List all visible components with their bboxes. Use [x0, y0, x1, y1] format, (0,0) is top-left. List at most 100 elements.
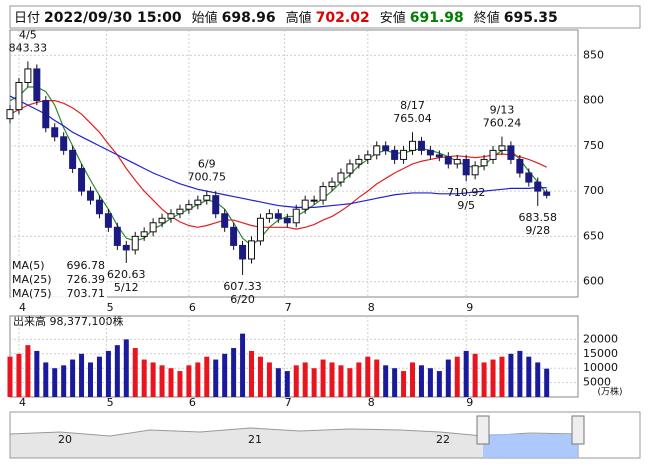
annotation-date: 9/28: [525, 224, 550, 237]
x-tick-label: 8: [368, 396, 375, 409]
candle-body: [6, 109, 14, 120]
volume-bar: [392, 368, 398, 397]
candle-body: [417, 140, 425, 151]
volume-bar: [96, 356, 102, 397]
annotation-value: 765.04: [393, 112, 432, 125]
candle-body: [426, 149, 434, 156]
candle-body: [42, 100, 50, 129]
volume-bar: [61, 365, 67, 397]
y-tick-label: 20000: [583, 332, 618, 345]
navigator-handle-right[interactable]: [571, 415, 585, 445]
candle-body: [212, 195, 220, 215]
volume-bar: [43, 362, 49, 397]
candle-body: [203, 195, 211, 201]
volume-bar: [436, 371, 442, 397]
volume-bar: [320, 359, 326, 397]
volume-bar: [240, 333, 246, 397]
candle-body: [78, 167, 86, 192]
navigator-label: 20: [58, 433, 72, 446]
volume-bar: [383, 365, 389, 397]
candle-body: [33, 68, 41, 102]
candle-body: [355, 158, 363, 165]
header-label: 高値: [286, 10, 312, 26]
y-tick-label: 10000: [583, 361, 618, 374]
legend-box: [11, 258, 107, 302]
volume-bar: [311, 368, 317, 397]
navigator-handle-left[interactable]: [476, 415, 490, 445]
header-label: 終値: [474, 10, 500, 26]
navigator-window[interactable]: [483, 434, 578, 458]
candle-body: [292, 208, 300, 224]
candle-body: [69, 149, 77, 169]
candle-body: [435, 154, 443, 158]
candle-body: [453, 158, 461, 165]
volume-bar: [302, 362, 308, 397]
candle-body: [373, 145, 381, 156]
volume-bar: [401, 371, 407, 397]
header-label: 始値: [192, 10, 218, 26]
annotation-value: 683.58: [518, 211, 557, 224]
volume-bar: [25, 345, 31, 397]
candle-body: [265, 213, 273, 219]
volume-bar: [88, 362, 94, 397]
x-tick-label: 9: [466, 396, 473, 409]
candle-body: [122, 244, 130, 251]
candle-body: [337, 172, 345, 183]
volume-bar: [284, 371, 290, 397]
candle-body: [543, 191, 551, 196]
annotation-date: 8/17: [400, 99, 425, 112]
candle-body: [444, 156, 452, 165]
annotation-value: 760.24: [483, 117, 522, 130]
annotation-value: 700.75: [188, 170, 227, 183]
volume-bar: [141, 359, 147, 397]
volume-bar: [374, 359, 380, 397]
x-tick-label: 6: [189, 396, 196, 409]
candle-body: [248, 240, 256, 260]
candle-body: [507, 145, 515, 160]
legend-value: 703.71: [67, 287, 106, 300]
annotation-value: 843.33: [9, 41, 48, 54]
volume-bar: [34, 350, 40, 397]
candle-body: [400, 149, 408, 160]
volume-bar: [168, 368, 174, 397]
volume-bar: [16, 353, 22, 397]
annotation-date: 4/5: [19, 28, 37, 41]
ma-line: [9, 95, 547, 208]
header-value: 698.96: [222, 10, 276, 26]
volume-bar: [231, 348, 237, 397]
annotation-value: 620.63: [107, 268, 146, 281]
candle-body: [274, 213, 282, 219]
y-tick-label: 15000: [583, 347, 618, 360]
annotation-value: 710.92: [447, 186, 486, 199]
candle-body: [221, 213, 229, 228]
volume-title: 出来高 98,377,100株: [13, 314, 123, 328]
volume-bar: [275, 368, 281, 397]
volume-bar: [526, 356, 532, 397]
volume-bar: [177, 371, 183, 397]
volume-bar: [410, 362, 416, 397]
x-tick-label: 6: [189, 301, 196, 314]
candle-body: [534, 181, 542, 192]
candle-body: [113, 226, 121, 246]
legend-name: MA(5): [12, 259, 45, 272]
volume-bar: [356, 362, 362, 397]
volume-bar: [222, 353, 228, 397]
volume-bar: [79, 353, 85, 397]
volume-bar: [463, 350, 469, 397]
volume-bar: [365, 356, 371, 397]
volume-bar: [150, 362, 156, 397]
legend-value: 726.39: [67, 273, 106, 286]
annotation-date: 9/5: [457, 199, 475, 212]
candle-body: [140, 231, 148, 237]
candle-body: [239, 244, 247, 260]
volume-bar: [347, 368, 353, 397]
volume-bar: [418, 365, 424, 397]
x-tick-label: 7: [285, 301, 292, 314]
price-frame: [9, 29, 579, 298]
legend-value: 696.78: [67, 259, 106, 272]
volume-bar: [427, 368, 433, 397]
volume-bar: [123, 339, 129, 397]
x-tick-label: 5: [107, 301, 114, 314]
x-tick-label: 4: [19, 396, 26, 409]
